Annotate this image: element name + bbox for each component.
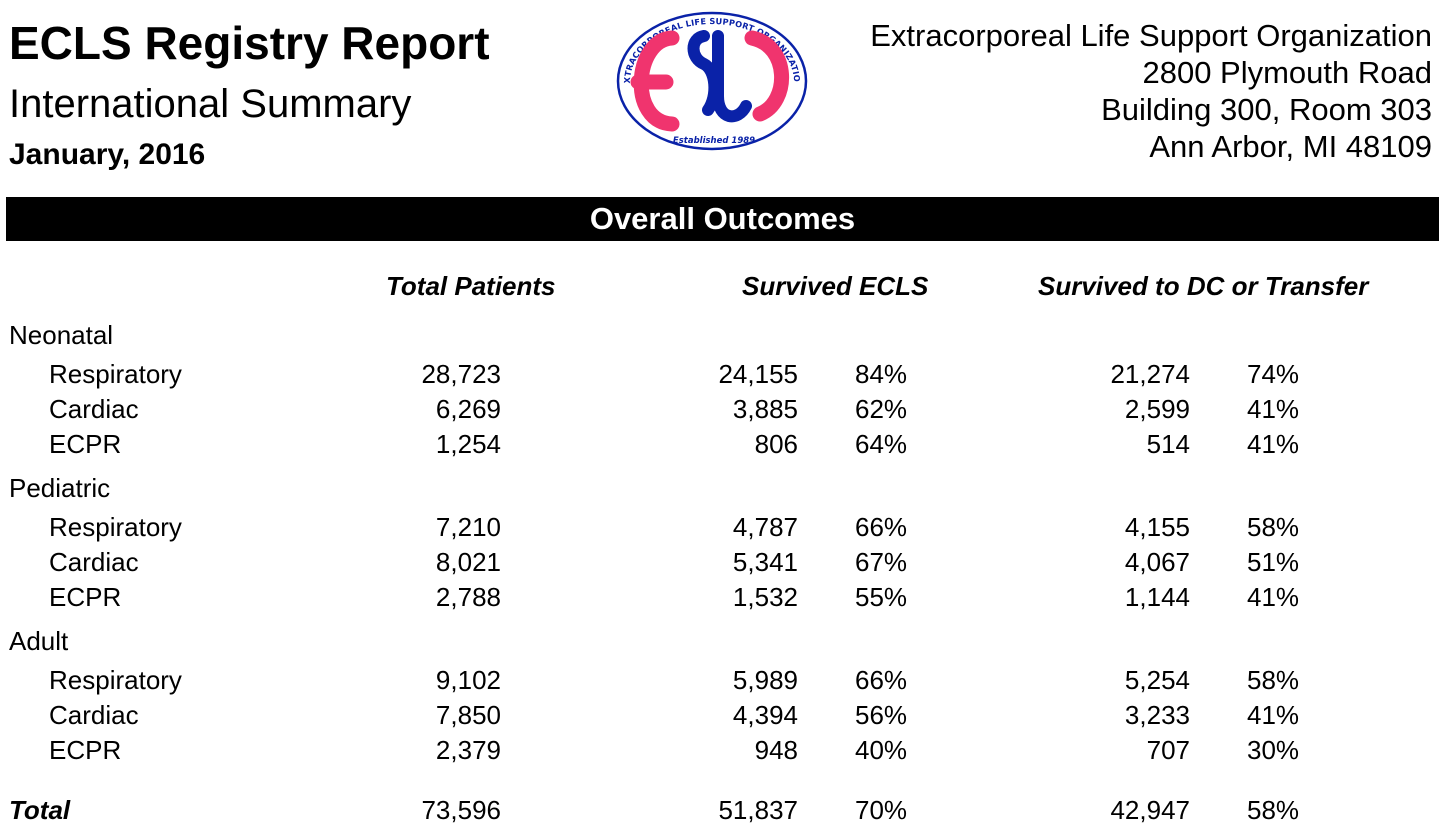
report-date: January, 2016 xyxy=(9,138,206,171)
report-subtitle: International Summary xyxy=(9,82,412,126)
survived-dc-value: 2,599 xyxy=(1124,394,1190,424)
total-patients-value: 6,269 xyxy=(435,394,501,424)
org-address: Extracorporeal Life Support Organization… xyxy=(870,17,1432,165)
table-row: ECPR 2,379 948 40% 707 30% xyxy=(0,735,1447,769)
table-row: ECPR 2,788 1,532 55% 1,144 41% xyxy=(0,582,1447,616)
address-city: Ann Arbor, MI 48109 xyxy=(1149,129,1432,164)
survived-dc-pct: 58% xyxy=(1247,512,1300,542)
survived-ecls-pct: 66% xyxy=(855,512,908,542)
total-patients-value: 9,102 xyxy=(435,665,501,695)
survived-dc-pct: 41% xyxy=(1247,700,1300,730)
header-total-patients: Total Patients xyxy=(386,271,556,301)
survived-ecls-value: 5,341 xyxy=(732,547,798,577)
address-building: Building 300, Room 303 xyxy=(1101,92,1432,127)
report-title: ECLS Registry Report xyxy=(9,17,490,69)
survived-ecls-value: 51,837 xyxy=(718,795,798,825)
survived-ecls-pct: 66% xyxy=(855,665,908,695)
survived-dc-pct: 41% xyxy=(1247,582,1300,612)
overall-outcomes-banner: Overall Outcomes xyxy=(6,197,1439,241)
header-survived-ecls: Survived ECLS xyxy=(742,271,929,301)
total-patients-value: 8,021 xyxy=(435,547,501,577)
row-label: ECPR xyxy=(49,429,122,459)
address-org: Extracorporeal Life Support Organization xyxy=(870,18,1432,53)
total-patients-value: 1,254 xyxy=(435,429,501,459)
table-row: Cardiac 6,269 3,885 62% 2,599 41% xyxy=(0,394,1447,428)
total-patients-value: 2,788 xyxy=(435,582,501,612)
survived-dc-value: 4,067 xyxy=(1124,547,1190,577)
survived-dc-pct: 30% xyxy=(1247,735,1300,765)
survived-ecls-pct: 70% xyxy=(855,795,908,825)
survived-ecls-pct: 62% xyxy=(855,394,908,424)
survived-dc-pct: 51% xyxy=(1247,547,1300,577)
row-label: Cardiac xyxy=(49,547,139,577)
survived-dc-pct: 58% xyxy=(1247,665,1300,695)
survived-dc-pct: 41% xyxy=(1247,394,1300,424)
survived-dc-value: 4,155 xyxy=(1124,512,1190,542)
section-pediatric: Pediatric xyxy=(9,473,111,503)
header-survived-dc: Survived to DC or Transfer xyxy=(1038,271,1369,301)
table-row: Cardiac 8,021 5,341 67% 4,067 51% xyxy=(0,547,1447,581)
survived-ecls-value: 948 xyxy=(754,735,798,765)
survived-ecls-value: 806 xyxy=(754,429,798,459)
survived-ecls-pct: 84% xyxy=(855,359,908,389)
survived-ecls-pct: 64% xyxy=(855,429,908,459)
survived-dc-value: 1,144 xyxy=(1124,582,1190,612)
total-patients-value: 2,379 xyxy=(435,735,501,765)
row-label: ECPR xyxy=(49,582,122,612)
survived-ecls-value: 4,787 xyxy=(732,512,798,542)
survived-dc-pct: 41% xyxy=(1247,429,1300,459)
logo-established-text: Established 1989 xyxy=(673,136,755,146)
total-patients-value: 28,723 xyxy=(421,359,501,389)
row-label: Respiratory xyxy=(49,665,182,695)
elso-logo: EXTRACORPOREAL LIFE SUPPORT ORGANIZATION… xyxy=(614,10,808,151)
survived-ecls-value: 4,394 xyxy=(732,700,798,730)
survived-ecls-value: 5,989 xyxy=(732,665,798,695)
total-patients-value: 7,850 xyxy=(435,700,501,730)
survived-ecls-pct: 67% xyxy=(855,547,908,577)
table-row: Respiratory 28,723 24,155 84% 21,274 74% xyxy=(0,359,1447,393)
row-label: Cardiac xyxy=(49,394,139,424)
table-row: Cardiac 7,850 4,394 56% 3,233 41% xyxy=(0,700,1447,734)
table-row: Respiratory 9,102 5,989 66% 5,254 58% xyxy=(0,665,1447,699)
total-patients-value: 7,210 xyxy=(435,512,501,542)
section-adult: Adult xyxy=(9,626,69,656)
survived-ecls-value: 1,532 xyxy=(732,582,798,612)
survived-dc-value: 3,233 xyxy=(1124,700,1190,730)
table-row: Respiratory 7,210 4,787 66% 4,155 58% xyxy=(0,512,1447,546)
survived-dc-value: 21,274 xyxy=(1110,359,1190,389)
survived-dc-value: 42,947 xyxy=(1110,795,1190,825)
survived-ecls-pct: 40% xyxy=(855,735,908,765)
survived-dc-pct: 58% xyxy=(1247,795,1300,825)
survived-dc-pct: 74% xyxy=(1247,359,1300,389)
row-label: ECPR xyxy=(49,735,122,765)
row-label: Cardiac xyxy=(49,700,139,730)
address-street: 2800 Plymouth Road xyxy=(1142,55,1432,90)
survived-ecls-pct: 55% xyxy=(855,582,908,612)
total-row: Total 73,596 51,837 70% 42,947 58% xyxy=(0,795,1447,829)
survived-dc-value: 5,254 xyxy=(1124,665,1190,695)
section-neonatal: Neonatal xyxy=(9,320,114,350)
row-label: Respiratory xyxy=(49,512,182,542)
total-label: Total xyxy=(9,795,71,825)
table-row: ECPR 1,254 806 64% 514 41% xyxy=(0,429,1447,463)
survived-ecls-value: 3,885 xyxy=(732,394,798,424)
row-label: Respiratory xyxy=(49,359,182,389)
survived-ecls-value: 24,155 xyxy=(718,359,798,389)
survived-dc-value: 514 xyxy=(1146,429,1190,459)
survived-dc-value: 707 xyxy=(1146,735,1190,765)
total-patients-value: 73,596 xyxy=(421,795,501,825)
survived-ecls-pct: 56% xyxy=(855,700,908,730)
